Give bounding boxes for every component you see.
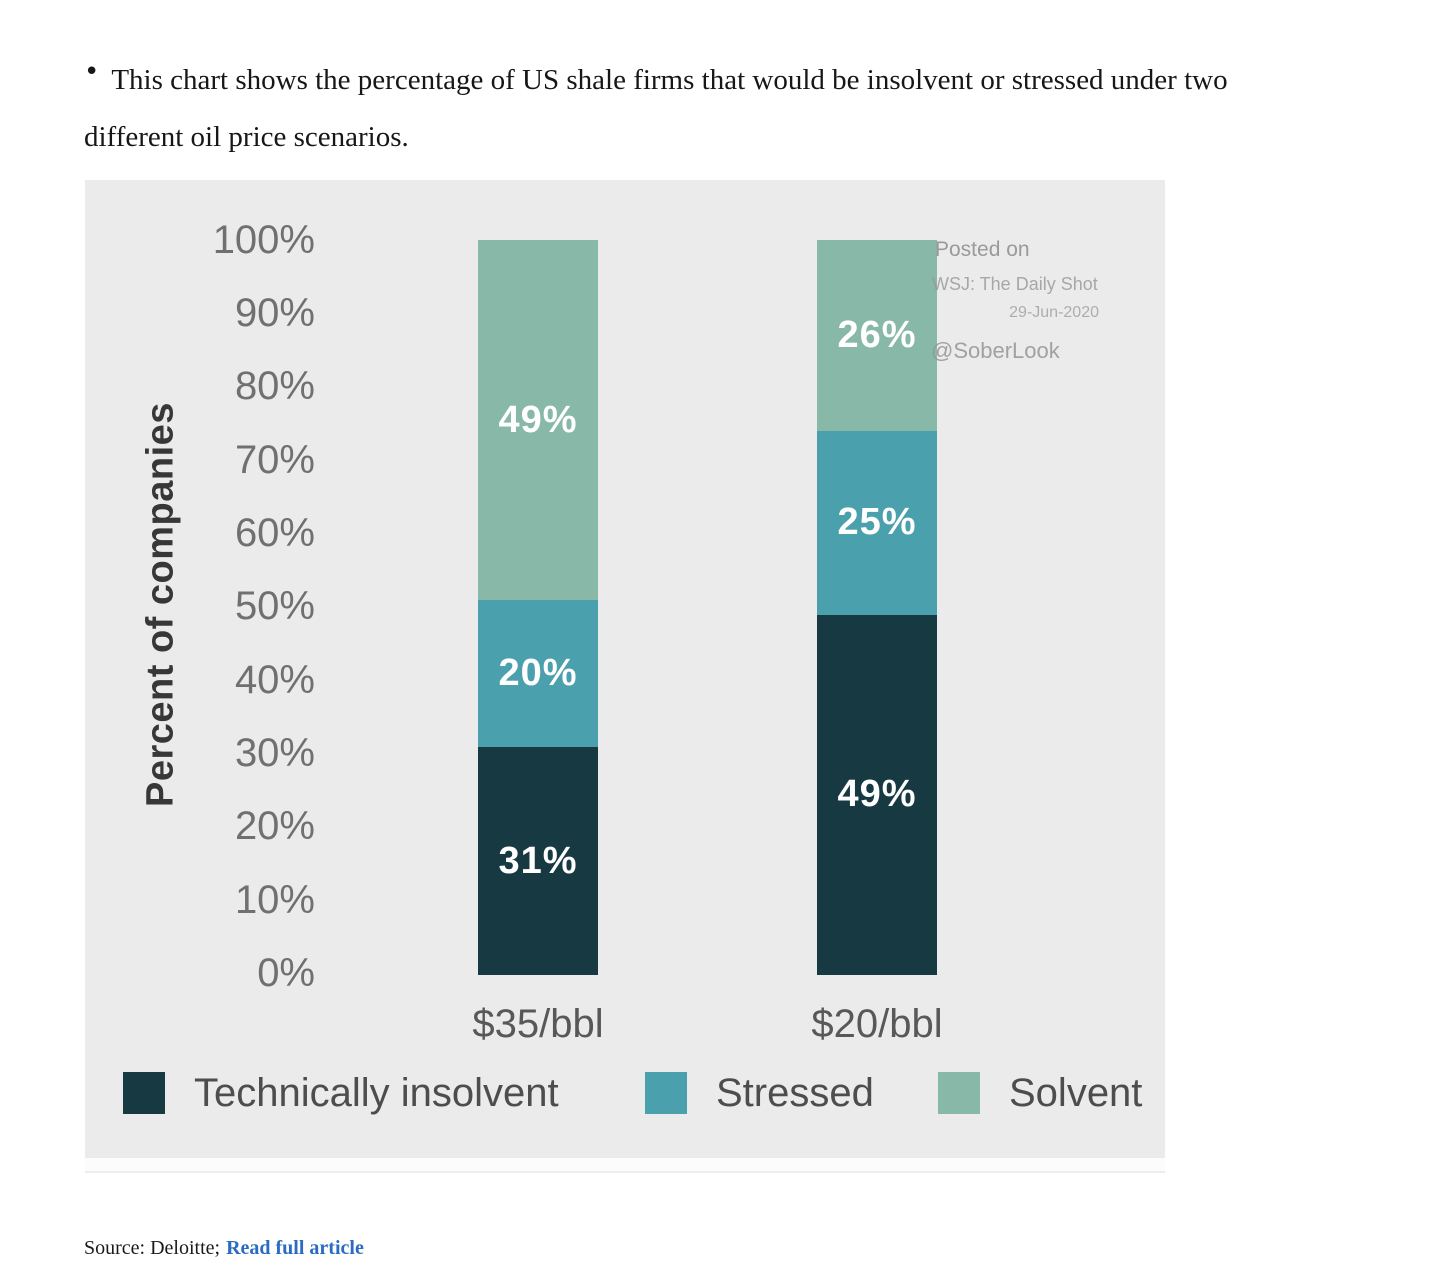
watermark-outlet: WSJ: The Daily Shot bbox=[932, 274, 1098, 294]
source-text: Source: Deloitte; bbox=[84, 1237, 221, 1259]
legend-swatch-technically-insolvent bbox=[123, 1072, 165, 1114]
segment-stressed: 25% bbox=[817, 431, 937, 615]
panel-footer-strip bbox=[85, 1158, 1165, 1173]
chart-panel: Percent of companies 100% 90% 80% 70% 60… bbox=[85, 180, 1165, 1158]
segment-value-label: 25% bbox=[837, 501, 917, 544]
ytick-50: 50% bbox=[234, 584, 315, 628]
ytick-0: 0% bbox=[257, 951, 315, 995]
watermark-handle: @SoberLook bbox=[931, 338, 1060, 363]
intro-paragraph: • This chart shows the percentage of US s… bbox=[84, 44, 1434, 166]
legend-item-solvent: Solvent bbox=[938, 1071, 1142, 1115]
ytick-20: 20% bbox=[234, 804, 315, 848]
xlabel-20bbl: $20/bbl bbox=[811, 1002, 943, 1046]
intro-text-2: different oil price scenarios. bbox=[84, 121, 409, 153]
segment-stressed: 20% bbox=[478, 600, 598, 748]
bullet-icon: • bbox=[84, 57, 100, 87]
segment-value-label: 49% bbox=[498, 398, 578, 441]
segment-technically-insolvent: 31% bbox=[478, 747, 598, 975]
legend-item-technically-insolvent: Technically insolvent bbox=[123, 1071, 559, 1115]
intro-text-1: This chart shows the percentage of US sh… bbox=[111, 64, 1228, 96]
legend-swatch-solvent bbox=[938, 1072, 980, 1114]
segment-value-label: 31% bbox=[498, 839, 578, 882]
xlabel-35bbl: $35/bbl bbox=[472, 1002, 604, 1046]
segment-solvent: 49% bbox=[478, 240, 598, 601]
watermark-posted-on: Posted on bbox=[935, 238, 1030, 261]
segment-solvent: 26% bbox=[817, 240, 937, 432]
ytick-80: 80% bbox=[234, 364, 315, 408]
intro-line-1: • This chart shows the percentage of US s… bbox=[84, 57, 1228, 96]
segment-value-label: 26% bbox=[837, 314, 917, 357]
ytick-30: 30% bbox=[234, 731, 315, 775]
ytick-90: 90% bbox=[234, 291, 315, 335]
ytick-100: 100% bbox=[212, 218, 315, 262]
source-line: Source: Deloitte; Read full article bbox=[84, 1237, 364, 1260]
ytick-60: 60% bbox=[234, 511, 315, 555]
segment-value-label: 20% bbox=[498, 652, 578, 695]
bar-35bbl: 31% 20% 49% bbox=[478, 240, 598, 975]
legend-label: Stressed bbox=[716, 1070, 874, 1115]
ytick-70: 70% bbox=[234, 438, 315, 482]
legend-item-stressed: Stressed bbox=[645, 1071, 874, 1115]
read-full-article-link[interactable]: Read full article bbox=[226, 1237, 364, 1259]
legend-label: Solvent bbox=[1009, 1070, 1143, 1115]
watermark-date: 29-Jun-2020 bbox=[1009, 304, 1099, 321]
segment-technically-insolvent: 49% bbox=[817, 614, 937, 975]
legend-label: Technically insolvent bbox=[194, 1070, 559, 1115]
segment-value-label: 49% bbox=[837, 773, 917, 816]
legend-swatch-stressed bbox=[645, 1072, 687, 1114]
ytick-40: 40% bbox=[234, 658, 315, 702]
ytick-10: 10% bbox=[234, 878, 315, 922]
bar-20bbl: 49% 25% 26% bbox=[817, 240, 937, 975]
